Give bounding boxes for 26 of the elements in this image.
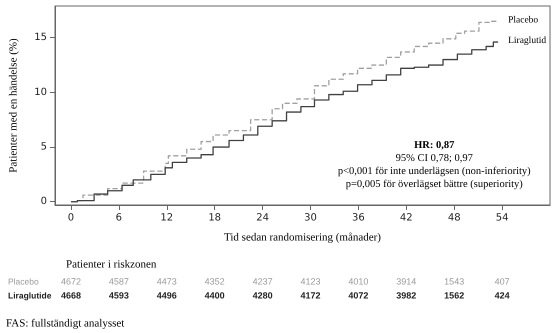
annotation: p<0,001 för inte underlägsen (non-inferiority) <box>338 166 532 177</box>
text: Liraglutide 4668 4593 4496 4400 4280 4172 4072 3982 1562 424 <box>8 290 510 300</box>
x-axis-title: Tid sedan randomisering (månader) <box>224 232 382 244</box>
series-label: Placebo <box>508 15 538 26</box>
text: Placebo 4672 4587 4473 4352 4237 4123 4010 3914 1543 407 <box>8 276 510 286</box>
annotation: p=0,005 för överlägset bättre (superiority) <box>346 179 524 190</box>
y-axis-title: Patienter med en händelse (%) <box>8 38 20 173</box>
x-tick-label: 42 <box>400 212 413 224</box>
y-tick-label: 15 <box>34 32 47 44</box>
x-tick-label: 18 <box>208 212 222 224</box>
x-tick-label: 36 <box>352 212 365 224</box>
x-tick-label: 30 <box>304 212 317 224</box>
y-tick-label: 5 <box>40 142 47 153</box>
text: Patienter i riskzonen <box>66 258 157 270</box>
x-tick-label: 12 <box>160 212 174 224</box>
x-tick-label: 24 <box>256 212 269 224</box>
text: FAS: fullständigt analysset <box>6 318 124 330</box>
x-tick-label: 48 <box>448 212 461 224</box>
x-tick-label: 54 <box>496 212 508 224</box>
y-tick-label: 0 <box>40 196 47 208</box>
annotation: 95% CI 0,78; 0,97 <box>396 153 473 164</box>
series-label: Liraglutid <box>508 36 546 46</box>
annotation: HR: 0,87 <box>414 140 454 151</box>
x-tick-label: 6 <box>116 212 122 224</box>
x-tick-label: 0 <box>68 212 74 224</box>
y-tick-label: 10 <box>34 86 47 98</box>
